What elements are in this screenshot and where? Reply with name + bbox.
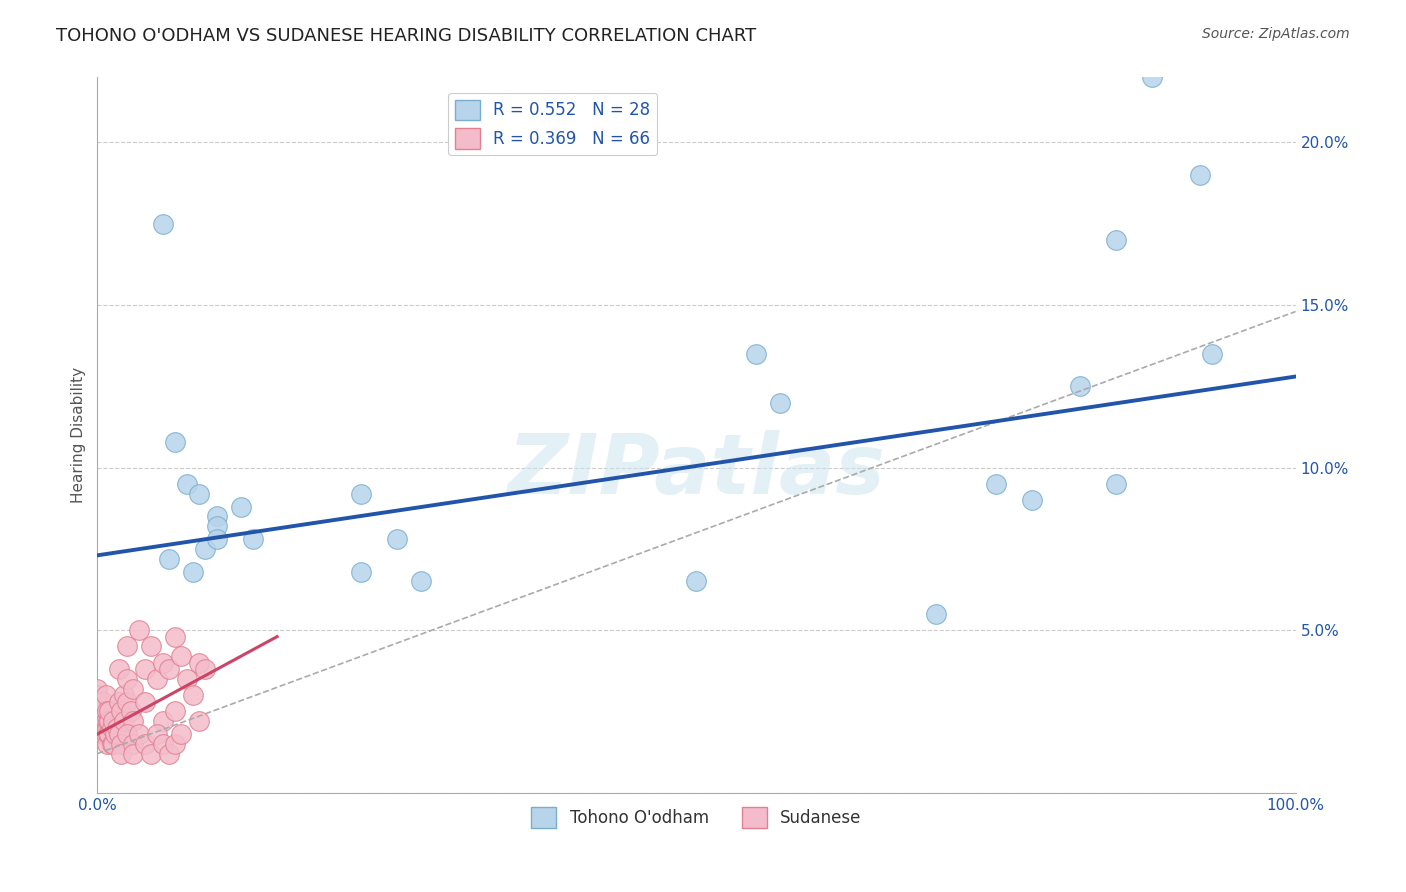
Point: [170, 727, 193, 741]
Point: [93, 727, 115, 741]
Point: [94, 714, 117, 728]
Point: [146, 727, 169, 741]
Point: [141, 747, 163, 761]
Point: [141, 640, 163, 654]
Point: [231, 500, 253, 514]
Point: [101, 714, 124, 728]
Point: [98, 705, 121, 719]
Point: [1021, 493, 1043, 508]
Point: [1201, 347, 1223, 361]
Point: [181, 688, 204, 702]
Point: [165, 737, 187, 751]
Point: [101, 737, 124, 751]
Point: [152, 714, 174, 728]
Point: [122, 681, 145, 696]
Point: [1105, 233, 1128, 247]
Point: [176, 672, 198, 686]
Point: [98, 727, 121, 741]
Point: [108, 662, 131, 676]
Point: [86, 705, 108, 719]
Point: [86, 681, 108, 696]
Point: [134, 695, 156, 709]
Y-axis label: Hearing Disability: Hearing Disability: [72, 367, 86, 503]
Point: [112, 714, 135, 728]
Point: [1140, 70, 1163, 85]
Point: [120, 705, 142, 719]
Point: [152, 737, 174, 751]
Legend: Tohono O'odham, Sudanese: Tohono O'odham, Sudanese: [524, 801, 869, 834]
Point: [205, 509, 228, 524]
Text: TOHONO O'ODHAM VS SUDANESE HEARING DISABILITY CORRELATION CHART: TOHONO O'ODHAM VS SUDANESE HEARING DISAB…: [56, 27, 756, 45]
Point: [152, 656, 174, 670]
Point: [98, 714, 121, 728]
Text: ZIPatlas: ZIPatlas: [508, 430, 886, 511]
Point: [117, 640, 139, 654]
Point: [170, 649, 193, 664]
Point: [134, 737, 156, 751]
Point: [205, 532, 228, 546]
Point: [188, 486, 211, 500]
Point: [188, 656, 211, 670]
Point: [385, 532, 408, 546]
Text: Source: ZipAtlas.com: Source: ZipAtlas.com: [1202, 27, 1350, 41]
Point: [165, 630, 187, 644]
Point: [769, 395, 792, 409]
Point: [94, 727, 117, 741]
Point: [984, 476, 1007, 491]
Point: [157, 662, 180, 676]
Point: [122, 737, 145, 751]
Point: [205, 519, 228, 533]
Point: [157, 747, 180, 761]
Point: [122, 714, 145, 728]
Point: [97, 714, 120, 728]
Point: [108, 727, 131, 741]
Point: [350, 565, 373, 579]
Point: [96, 705, 118, 719]
Point: [176, 476, 198, 491]
Point: [745, 347, 768, 361]
Point: [350, 486, 373, 500]
Point: [1069, 379, 1091, 393]
Point: [93, 705, 115, 719]
Point: [100, 737, 122, 751]
Point: [194, 662, 217, 676]
Point: [685, 574, 707, 589]
Point: [1105, 476, 1128, 491]
Point: [188, 714, 211, 728]
Point: [128, 727, 150, 741]
Point: [181, 565, 204, 579]
Point: [128, 623, 150, 637]
Point: [100, 721, 122, 735]
Point: [194, 541, 217, 556]
Point: [96, 721, 118, 735]
Point: [105, 721, 128, 735]
Point: [165, 705, 187, 719]
Point: [134, 662, 156, 676]
Point: [1188, 168, 1211, 182]
Point: [152, 217, 174, 231]
Point: [93, 695, 115, 709]
Point: [94, 688, 117, 702]
Point: [409, 574, 432, 589]
Point: [86, 688, 108, 702]
Point: [93, 721, 115, 735]
Point: [117, 672, 139, 686]
Point: [110, 737, 132, 751]
Point: [122, 747, 145, 761]
Point: [110, 705, 132, 719]
Point: [117, 695, 139, 709]
Point: [112, 688, 135, 702]
Point: [242, 532, 264, 546]
Point: [104, 727, 127, 741]
Point: [157, 551, 180, 566]
Point: [925, 607, 948, 621]
Point: [110, 747, 132, 761]
Point: [108, 695, 131, 709]
Point: [165, 434, 187, 449]
Point: [117, 727, 139, 741]
Point: [146, 672, 169, 686]
Point: [86, 714, 108, 728]
Point: [96, 737, 118, 751]
Point: [97, 727, 120, 741]
